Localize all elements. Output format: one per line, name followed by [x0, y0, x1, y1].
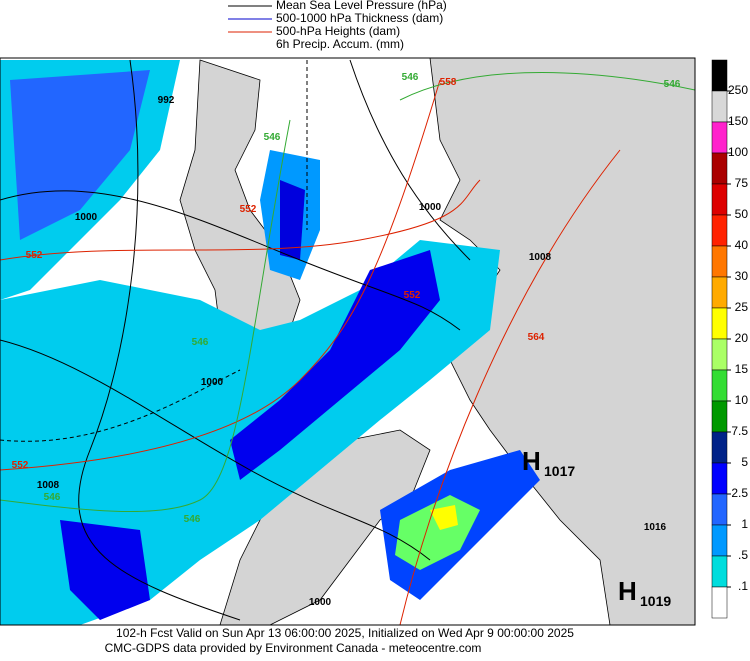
footer-line: CMC-GDPS data provided by Environment Ca… [105, 641, 482, 655]
colorbar-segment [711, 90, 728, 123]
colorbar-segment [711, 59, 728, 92]
colorbar-label: .1 [738, 579, 748, 593]
colorbar-segment [711, 183, 728, 216]
colorbar-segment [711, 307, 728, 340]
colorbar-segment [711, 462, 728, 495]
colorbar-label: .5 [738, 548, 748, 562]
contour-label: 546 [664, 79, 681, 90]
high-pressure: 1017 [544, 463, 575, 479]
contour-label: 1000 [201, 377, 224, 388]
colorbar-segment [711, 276, 728, 309]
colorbar-label: 75 [735, 176, 749, 190]
colorbar-label: 2.5 [731, 486, 748, 500]
colorbar-segment [711, 214, 728, 247]
colorbar-label: 25 [735, 300, 749, 314]
legend-label: 500-hPa Heights (dam) [276, 24, 400, 38]
contour-label: 546 [44, 492, 61, 503]
high-letter: H [618, 576, 637, 606]
colorbar-label: 20 [735, 331, 749, 345]
colorbar-segment [711, 431, 728, 464]
colorbar-segment [711, 400, 728, 433]
colorbar-segment [711, 493, 728, 526]
contour-label: 992 [158, 95, 175, 106]
footer-line: 102-h Fcst Valid on Sun Apr 13 06:00:00 … [116, 626, 574, 640]
colorbar: 250 150 100 75 50 40 30 25 20 15 10 7.5 5 2.5 1 .5 .1 [711, 59, 749, 619]
colorbar-segment [711, 121, 728, 154]
contour-labels: 992 1000 1000 1008 1000 1008 1016 1000 546 546 546… [12, 72, 681, 608]
colorbar-segment [711, 524, 728, 557]
colorbar-label: 100 [728, 145, 748, 159]
contour-label: 546 [264, 132, 281, 143]
contour-label: 552 [404, 290, 421, 301]
high-pressure: 1019 [640, 593, 671, 609]
colorbar-label: 1 [741, 517, 748, 531]
map [0, 58, 695, 625]
contour-label: 558 [440, 77, 457, 88]
contour-label: 552 [26, 250, 43, 261]
colorbar-label: 40 [735, 238, 749, 252]
colorbar-label: 50 [735, 207, 749, 221]
contour-label: 1000 [75, 212, 98, 223]
colorbar-label: 150 [728, 114, 748, 128]
high-letter: H [522, 446, 541, 476]
legend-label: Mean Sea Level Pressure (hPa) [276, 0, 447, 12]
colorbar-segment [711, 245, 728, 278]
contour-label: 1008 [37, 480, 60, 491]
contour-label: 564 [528, 332, 545, 343]
contour-label: 552 [12, 460, 29, 471]
legend-label: 6h Precip. Accum. (mm) [276, 37, 404, 51]
colorbar-segment [711, 555, 728, 588]
colorbar-segment [711, 338, 728, 371]
contour-label: 552 [240, 204, 257, 215]
legend-label: 500-1000 hPa Thickness (dam) [276, 11, 443, 25]
contour-label: 546 [184, 514, 201, 525]
contour-label: 1000 [419, 202, 442, 213]
contour-label: 1008 [529, 252, 552, 263]
colorbar-label: 7.5 [731, 424, 748, 438]
colorbar-label: 250 [728, 83, 748, 97]
contour-label: 1000 [309, 597, 332, 608]
colorbar-label: 10 [735, 393, 749, 407]
colorbar-label: 15 [735, 362, 749, 376]
colorbar-segment [711, 152, 728, 185]
legend: Mean Sea Level Pressure (hPa)500-1000 hP… [228, 0, 447, 51]
colorbar-label: 5 [741, 455, 748, 469]
colorbar-segment [711, 586, 728, 619]
contour-label: 1016 [644, 522, 667, 533]
contour-label: 546 [402, 72, 419, 83]
colorbar-segment [711, 369, 728, 402]
contour-label: 546 [192, 337, 209, 348]
colorbar-label: 30 [735, 269, 749, 283]
